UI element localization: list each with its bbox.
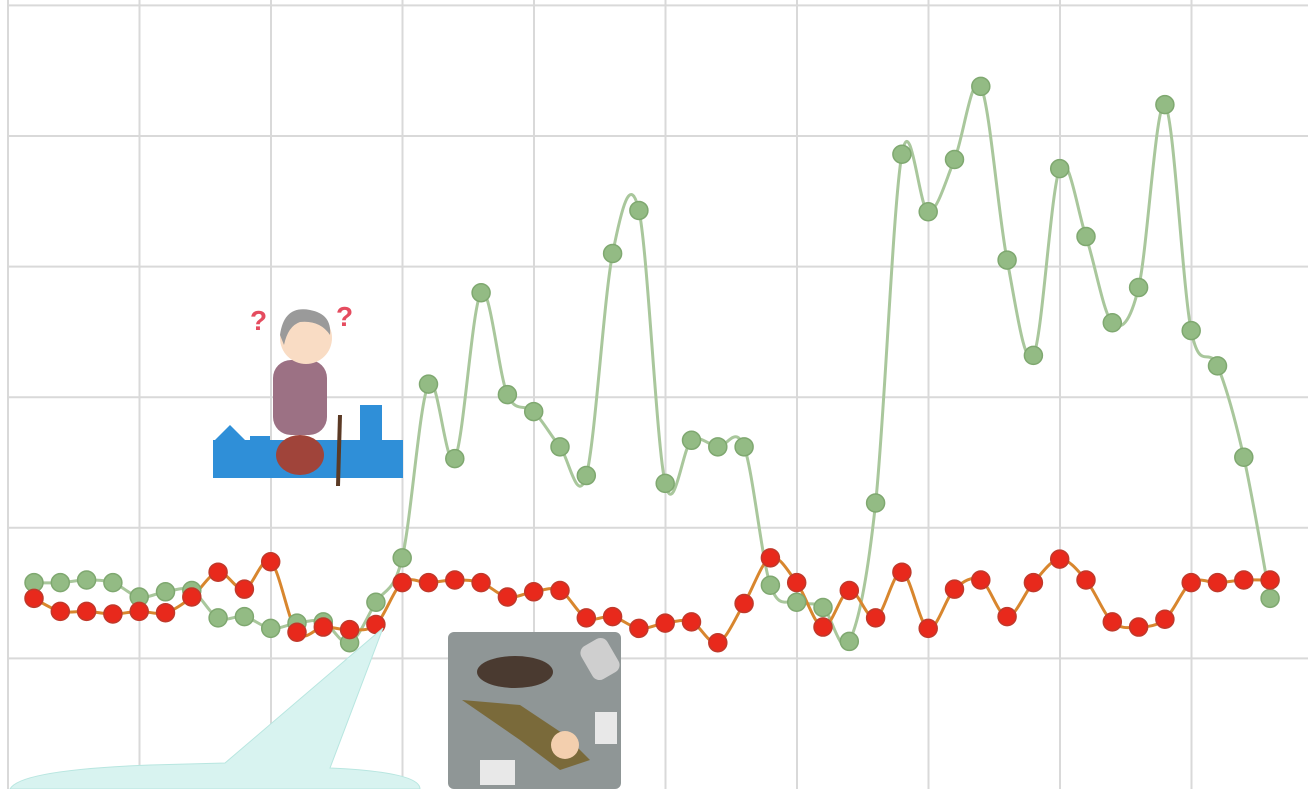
point <box>971 76 991 97</box>
point <box>681 612 702 632</box>
point <box>50 601 71 622</box>
point <box>786 592 807 612</box>
point <box>839 580 860 601</box>
point <box>760 575 781 596</box>
point <box>366 592 386 612</box>
point <box>523 401 544 422</box>
point <box>260 552 281 572</box>
point <box>1023 345 1044 366</box>
speech-bubble <box>9 627 421 789</box>
point <box>1076 570 1096 590</box>
point <box>1260 588 1280 609</box>
point <box>208 562 228 582</box>
point <box>497 384 518 405</box>
point <box>50 572 71 593</box>
point <box>576 608 597 628</box>
point <box>1181 572 1201 593</box>
point <box>1234 447 1254 468</box>
point <box>944 149 965 170</box>
point <box>1155 609 1175 629</box>
point <box>1076 226 1096 247</box>
point <box>629 618 649 639</box>
point <box>576 465 597 486</box>
point <box>550 580 570 601</box>
point <box>1023 572 1044 593</box>
point <box>1234 570 1254 590</box>
point <box>103 604 123 624</box>
point <box>602 606 623 627</box>
point <box>234 579 255 599</box>
point <box>1128 277 1149 298</box>
illustration-lady: ? ? <box>213 301 403 487</box>
lines <box>24 76 1280 653</box>
point <box>339 619 360 640</box>
point <box>1049 158 1070 179</box>
point <box>1207 572 1228 593</box>
point <box>971 570 991 590</box>
point <box>471 572 491 593</box>
point <box>839 631 860 652</box>
point <box>1102 313 1123 333</box>
point <box>418 572 439 593</box>
point <box>813 617 833 637</box>
point <box>234 606 255 627</box>
point <box>1128 617 1149 637</box>
point <box>602 243 623 264</box>
point <box>892 562 912 582</box>
point <box>313 617 334 637</box>
point <box>1049 549 1070 569</box>
point <box>892 144 912 165</box>
grid <box>7 0 1308 789</box>
point <box>997 606 1017 627</box>
point <box>655 613 675 633</box>
point <box>550 437 570 457</box>
point <box>76 570 97 590</box>
point <box>24 588 44 609</box>
point <box>287 622 307 643</box>
point <box>944 579 965 599</box>
point <box>208 608 228 628</box>
point <box>392 572 412 593</box>
point <box>813 597 833 618</box>
point <box>786 572 807 593</box>
point <box>392 548 412 568</box>
point <box>734 593 754 614</box>
point <box>445 570 465 590</box>
point <box>182 587 202 607</box>
point <box>129 601 149 622</box>
point <box>708 437 728 457</box>
point <box>1260 570 1280 590</box>
point <box>918 618 938 639</box>
point <box>471 282 491 303</box>
point <box>1181 320 1201 341</box>
point <box>523 582 544 602</box>
point <box>1155 94 1175 115</box>
point <box>1207 356 1228 376</box>
point <box>155 602 176 623</box>
point <box>760 548 781 568</box>
point <box>997 250 1017 270</box>
series-line <box>33 82 1272 647</box>
point <box>734 437 754 457</box>
point <box>445 448 465 469</box>
point <box>418 374 439 394</box>
point <box>655 473 675 494</box>
point <box>103 572 123 593</box>
point <box>76 601 97 622</box>
point <box>681 430 702 451</box>
point <box>629 200 649 221</box>
point <box>155 582 176 602</box>
svg-text:?: ? <box>250 305 267 336</box>
point <box>708 632 728 653</box>
point <box>1102 612 1123 632</box>
point <box>497 587 518 607</box>
point <box>865 608 886 628</box>
point <box>918 201 938 222</box>
point <box>865 493 886 513</box>
point <box>260 618 281 639</box>
svg-text:?: ? <box>336 301 353 332</box>
illustration-fallen <box>448 632 621 789</box>
